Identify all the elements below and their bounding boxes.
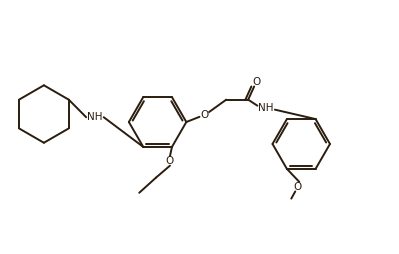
Text: NH: NH	[259, 103, 274, 113]
Text: NH: NH	[87, 112, 103, 122]
Text: O: O	[200, 110, 208, 120]
Text: O: O	[252, 77, 260, 87]
Text: O: O	[293, 182, 301, 192]
Text: O: O	[166, 156, 174, 166]
